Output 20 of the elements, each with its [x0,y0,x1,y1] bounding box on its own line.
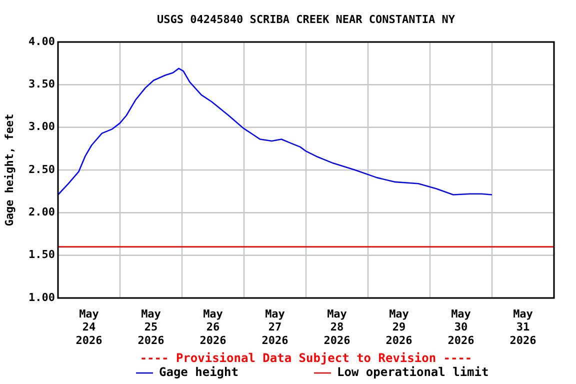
x-tick-label: May 31 2026 [510,307,537,347]
chart-title: USGS 04245840 SCRIBA CREEK NEAR CONSTANTIA NY [156,12,456,26]
text: ---- Provisional Data Subject to Revision ---- [140,351,472,366]
y-axis-title: Gage height, feet [2,114,16,226]
x-tick-label: May 27 2026 [262,307,289,347]
legend-label: Gage height [159,365,238,380]
y-tick-label: 3.50 [28,78,55,91]
x-tick-label: May 30 2026 [448,307,475,347]
x-tick-label: May 24 2026 [76,307,103,347]
y-tick-label: 3.00 [28,120,55,134]
legend-label: Low operational limit [337,365,489,380]
y-tick-label: 1.00 [28,290,55,304]
x-tick-label: May 28 2026 [324,307,351,347]
y-tick-label: 1.50 [28,248,55,262]
y-tick-label: 2.50 [28,162,55,176]
y-tick-label: 4.00 [28,34,55,48]
x-tick-label: May 26 2026 [200,307,227,347]
y-tick-label: 2.00 [28,206,55,219]
x-tick-label: May 29 2026 [386,307,413,347]
x-tick-label: May 25 2026 [138,307,165,347]
